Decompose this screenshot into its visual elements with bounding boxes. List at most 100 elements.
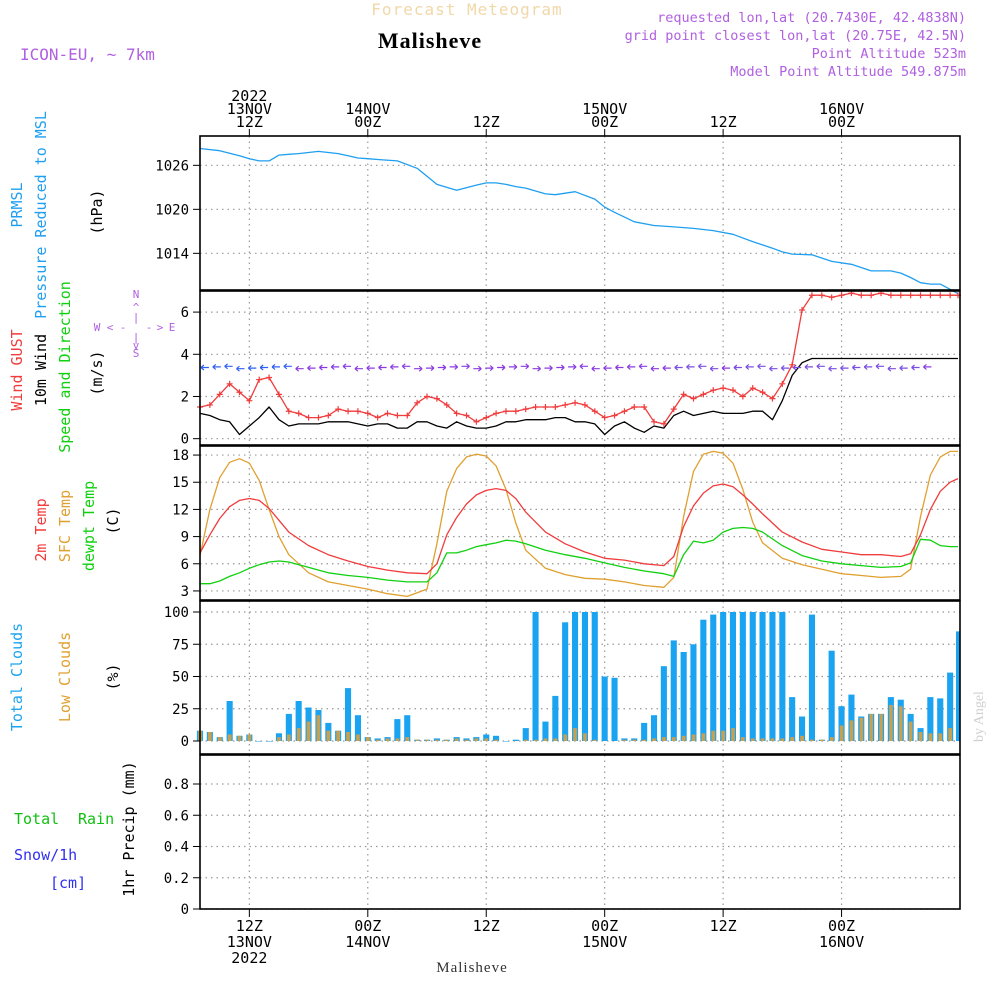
wind-gust-label: Wind GUST bbox=[8, 329, 26, 410]
total-clouds-label: Total Clouds bbox=[8, 623, 26, 731]
low-clouds-bar bbox=[227, 734, 232, 741]
wind-direction-arrow bbox=[366, 365, 375, 372]
gust-marker bbox=[572, 399, 579, 406]
wind-speed-line bbox=[199, 357, 958, 436]
temp-2m-line bbox=[199, 478, 959, 575]
low-clouds-bar bbox=[839, 725, 844, 741]
wind-direction-arrow bbox=[497, 364, 506, 371]
dewpt-temp-line bbox=[200, 526, 958, 585]
wind-direction-arrow bbox=[414, 365, 423, 372]
wind-direction-arrow bbox=[757, 363, 766, 370]
total-clouds-bar bbox=[947, 672, 954, 741]
low-clouds-bar bbox=[829, 737, 834, 741]
gust-marker bbox=[493, 410, 500, 417]
low-clouds-bar bbox=[889, 704, 893, 741]
wind-direction-arrow bbox=[650, 365, 660, 372]
gust-marker bbox=[700, 391, 707, 398]
gust-marker bbox=[601, 414, 608, 421]
time-label-bottom: 12Z bbox=[236, 917, 263, 935]
low-clouds-bar bbox=[474, 738, 479, 741]
wind-direction-arrow bbox=[638, 363, 648, 370]
compass-west-stem: - bbox=[120, 321, 127, 334]
low-clouds-bar bbox=[711, 730, 716, 741]
clouds-y-tick-label: 50 bbox=[172, 670, 189, 686]
wind-direction-arrow bbox=[271, 363, 280, 370]
time-label-bottom: 00Z bbox=[828, 917, 855, 935]
pressure-y-tick-label: 1026 bbox=[155, 158, 189, 174]
low-clouds-bar bbox=[326, 730, 331, 741]
low-clouds-bar bbox=[563, 734, 568, 741]
gust-marker bbox=[670, 406, 677, 413]
low-clouds-bar bbox=[731, 728, 735, 741]
temp-y-tick-label: 15 bbox=[172, 475, 189, 491]
temp-y-tick-label: 18 bbox=[172, 448, 189, 464]
low-clouds-bar bbox=[296, 728, 301, 741]
gust-marker bbox=[660, 420, 667, 427]
compass-south-stem: | bbox=[133, 331, 140, 344]
gust-marker bbox=[226, 380, 233, 387]
compass-east-arrow: > bbox=[157, 321, 164, 334]
total-clouds-bar bbox=[285, 713, 292, 741]
total-clouds-bar bbox=[700, 619, 707, 741]
gust-marker bbox=[720, 385, 727, 392]
gust-marker bbox=[453, 410, 460, 417]
gust-marker bbox=[384, 410, 391, 417]
time-label-top: 12Z bbox=[236, 113, 263, 131]
gust-marker bbox=[828, 294, 835, 301]
wind-y-tick-label: 6 bbox=[181, 305, 189, 321]
wind-direction-arrow bbox=[745, 363, 754, 370]
requested-coords: requested lon,lat (20.7430E, 42.4838N) bbox=[657, 10, 966, 26]
total-clouds-bar bbox=[552, 695, 559, 741]
gust-marker bbox=[562, 401, 569, 408]
low-clouds-bar bbox=[435, 739, 439, 741]
low-clouds-bar bbox=[760, 738, 765, 741]
total-clouds-bar bbox=[660, 666, 667, 741]
time-label-bottom: 14NOV bbox=[345, 933, 390, 951]
low-clouds-bar bbox=[879, 713, 883, 741]
total-clouds-bar bbox=[295, 701, 302, 741]
precip-y-tick-label: 0.4 bbox=[164, 840, 189, 856]
pressure-y-tick-label: 1014 bbox=[155, 246, 189, 262]
low-clouds-bar bbox=[533, 739, 538, 741]
low-clouds-bar bbox=[454, 738, 459, 741]
time-label-top: 2022 bbox=[231, 87, 267, 105]
wind-direction-arrow bbox=[804, 363, 813, 370]
low-clouds-bar bbox=[494, 739, 498, 741]
gust-marker bbox=[354, 408, 361, 415]
gridpoint-coords: grid point closest lon,lat (20.75E, 42.5… bbox=[625, 28, 966, 44]
low-clouds-bar bbox=[553, 738, 558, 741]
clouds-panel-frame bbox=[199, 600, 961, 755]
low-clouds-bar bbox=[316, 715, 321, 741]
total-clouds-bar bbox=[729, 612, 736, 741]
low-clouds-bar bbox=[671, 737, 676, 741]
gust-marker bbox=[917, 292, 924, 299]
gust-marker bbox=[236, 389, 243, 396]
time-label-bottom: 15NOV bbox=[582, 933, 627, 951]
temp-2m-label: 2m Temp bbox=[32, 498, 50, 561]
wind-direction-arrow bbox=[828, 365, 837, 372]
wind-direction-arrow bbox=[212, 363, 221, 370]
wind-direction-arrow bbox=[579, 363, 588, 370]
low-clouds-bar bbox=[405, 737, 410, 741]
clouds-y-tick-label: 25 bbox=[172, 702, 189, 718]
time-label-bottom: 2022 bbox=[231, 949, 267, 967]
grid-lines bbox=[200, 136, 960, 910]
compass-east: E bbox=[169, 321, 176, 334]
wind-direction-arrow bbox=[840, 365, 849, 372]
total-clouds-bar bbox=[345, 688, 352, 741]
time-label-top: 13NOV bbox=[227, 100, 272, 118]
temp-dewpt-label: dewpt Temp bbox=[80, 481, 98, 571]
gust-marker bbox=[364, 410, 371, 417]
clouds-y-tick-label: 75 bbox=[172, 637, 189, 653]
gust-marker bbox=[275, 391, 282, 398]
total-clouds-bar bbox=[779, 612, 786, 741]
sfc-temp-line bbox=[199, 450, 958, 598]
low-clouds-bar bbox=[415, 739, 419, 741]
low-clouds-bar bbox=[938, 733, 943, 741]
wind-direction-arrow bbox=[662, 365, 671, 372]
gust-marker bbox=[483, 414, 490, 421]
low-clouds-bar bbox=[849, 720, 854, 741]
time-label-top: 15NOV bbox=[582, 100, 627, 118]
wind-direction-arrow bbox=[851, 364, 861, 371]
total-clouds-bar bbox=[651, 715, 658, 741]
